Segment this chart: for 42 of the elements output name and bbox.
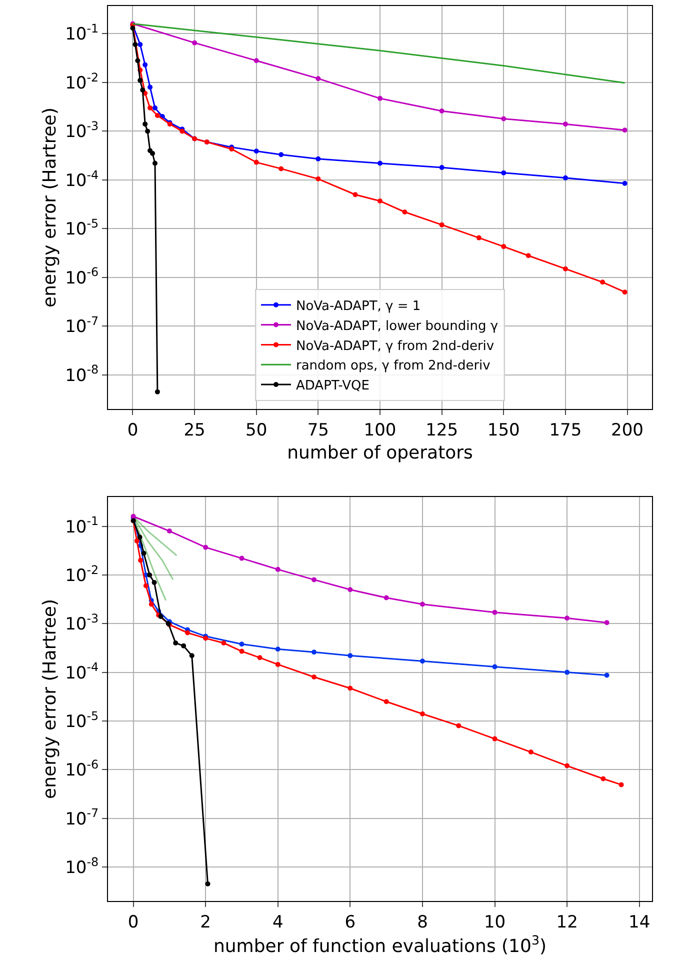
x-tick-label: 14: [628, 912, 650, 932]
y-tick-label: 10$^{-1}$: [65, 514, 99, 538]
y-tick-label: 10$^{-2}$: [65, 70, 99, 94]
y-tick-label: 10$^{-6}$: [65, 757, 99, 781]
legend-label: random ops, γ from 2nd-deriv: [296, 358, 491, 374]
x-tick-label: 0: [128, 912, 139, 932]
x-tick-label: 200: [611, 420, 644, 440]
y-axis-title: energy error (Hartree): [39, 108, 60, 308]
x-tick-label: 150: [487, 420, 520, 440]
y-tick-label: 10$^{-5}$: [65, 216, 99, 240]
y-tick-label: 10$^{-8}$: [65, 362, 99, 386]
x-tick-label: 125: [426, 420, 458, 440]
legend-label: ADAPT-VQE: [296, 378, 370, 394]
x-tick-label: 100: [364, 420, 396, 440]
x-tick-label: 4: [272, 912, 284, 932]
y-tick-label: 10$^{-8}$: [65, 854, 99, 878]
y-tick-label: 10$^{-5}$: [65, 708, 99, 732]
x-axis-title: number of operators: [287, 442, 473, 464]
legend-label: NoVa-ADAPT, γ from 2nd-deriv: [296, 338, 494, 354]
x-tick-label: 2: [200, 912, 212, 932]
y-tick-label: 10$^{-3}$: [65, 611, 99, 635]
y-tick-label: 10$^{-4}$: [65, 660, 99, 684]
legend-label: NoVa-ADAPT, γ = 1: [296, 298, 421, 314]
y-tick-label: 10$^{-2}$: [65, 562, 99, 586]
y-axis-title: energy error (Hartree): [39, 599, 60, 799]
x-tick-label: 10: [484, 912, 506, 932]
x-tick-label: 12: [556, 912, 578, 932]
y-tick-label: 10$^{-7}$: [65, 314, 99, 338]
y-tick-label: 10$^{-4}$: [65, 168, 99, 191]
x-tick-label: 75: [307, 420, 329, 440]
x-tick-label: 6: [344, 912, 356, 932]
x-tick-label: 175: [549, 420, 582, 440]
x-tick-label: 8: [417, 912, 428, 932]
legend-label: NoVa-ADAPT, lower bounding γ: [296, 318, 498, 334]
x-tick-label: 50: [246, 420, 268, 440]
x-tick-label: 0: [127, 420, 138, 440]
y-tick-label: 10$^{-3}$: [65, 119, 99, 142]
y-tick-label: 10$^{-6}$: [65, 265, 99, 288]
x-axis-title: number of function evaluations (10$^{3}$): [213, 932, 547, 957]
y-tick-label: 10$^{-7}$: [65, 806, 99, 830]
y-tick-label: 10$^{-1}$: [65, 22, 99, 45]
x-tick-label: 25: [184, 420, 206, 440]
